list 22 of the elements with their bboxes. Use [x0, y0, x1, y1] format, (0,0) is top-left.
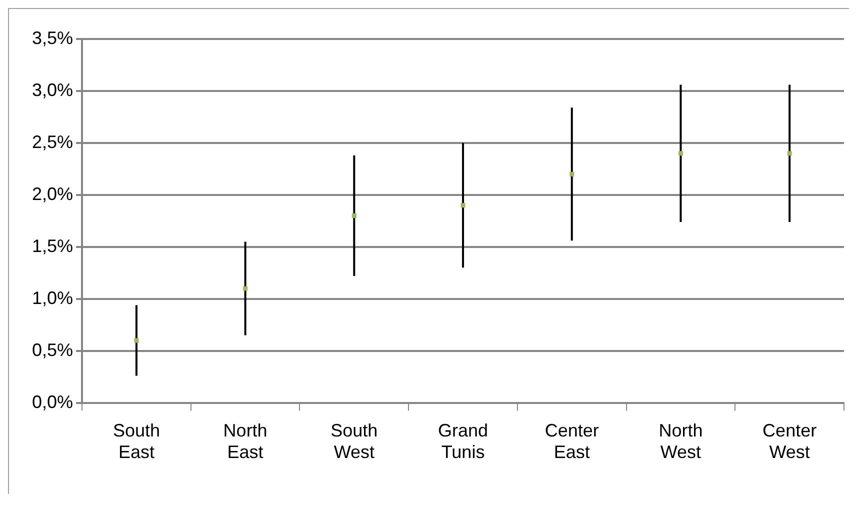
x-tick-label: Center West	[762, 420, 817, 462]
x-tick-label: Center East	[544, 420, 599, 462]
point	[460, 203, 466, 208]
point	[352, 213, 356, 218]
point	[243, 286, 248, 291]
x-tick-label: North East	[223, 420, 268, 462]
y-tick-label: 0,5%	[32, 340, 74, 360]
x-tick-label: North West	[658, 420, 703, 462]
y-tick-label: 2,5%	[32, 132, 74, 152]
y-tick-label: 1,5%	[32, 236, 74, 256]
y-tick-label: 2,0%	[32, 184, 74, 204]
point	[787, 151, 792, 156]
x-tick-label: Grand Tunis	[438, 420, 488, 462]
y-tick-label: 1,0%	[32, 288, 74, 308]
y-tick-label: 3,5%	[32, 28, 74, 48]
point	[570, 172, 574, 176]
y-tick-label: 0,0%	[32, 392, 74, 412]
point	[678, 151, 683, 156]
y-tick-label: 3,0%	[32, 80, 74, 100]
x-tick-label: South East	[112, 420, 160, 462]
x-tick-label: South West	[330, 420, 378, 462]
point	[134, 338, 139, 343]
